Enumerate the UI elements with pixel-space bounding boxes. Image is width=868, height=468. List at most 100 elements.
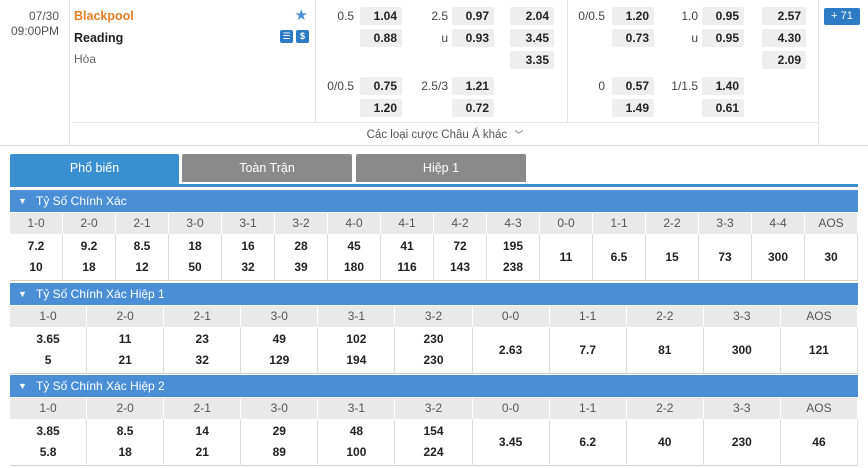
score-odds-cell: 45 180	[328, 234, 381, 281]
away-odds[interactable]: 116	[397, 260, 417, 274]
home-odds[interactable]: 16	[241, 239, 255, 253]
away-odds[interactable]: 18	[118, 445, 132, 459]
draw-score-odds[interactable]: 11	[559, 250, 573, 264]
away-odds[interactable]: 224	[423, 445, 444, 459]
draw-score-odds[interactable]: 3.45	[498, 435, 523, 449]
h1-handicap-alt-away[interactable]: 1.49	[612, 99, 654, 117]
away-odds[interactable]: 18	[82, 260, 96, 274]
ft-ou-over[interactable]: 0.97	[452, 7, 494, 25]
ft-handicap-alt-away[interactable]: 1.20	[360, 99, 402, 117]
away-odds[interactable]: 129	[269, 353, 290, 367]
home-team[interactable]: Blackpool	[74, 9, 134, 23]
ft-1x2-home[interactable]: 2.04	[510, 7, 554, 25]
home-odds[interactable]: 154	[423, 424, 444, 438]
home-odds[interactable]: 18	[188, 239, 202, 253]
h1-1x2-home[interactable]: 2.57	[762, 7, 806, 25]
draw-score-odds[interactable]: 30	[824, 250, 838, 264]
away-odds[interactable]: 238	[502, 260, 524, 274]
away-odds[interactable]: 5.8	[39, 445, 57, 459]
ft-ou-under[interactable]: 0.93	[452, 29, 494, 47]
away-odds[interactable]: 50	[188, 260, 202, 274]
draw-score-odds[interactable]: 7.7	[579, 343, 596, 357]
away-odds[interactable]: 10	[29, 260, 43, 274]
dollar-icon[interactable]: $	[296, 30, 309, 43]
ft-handicap-alt-home[interactable]: 0.75	[360, 77, 402, 95]
section-header[interactable]: ▼ Tỷ Số Chính Xác Hiệp 2	[10, 375, 858, 397]
score-header: 0-0	[473, 306, 550, 327]
away-odds[interactable]: 194	[346, 353, 367, 367]
h1-handicap-home[interactable]: 1.20	[612, 7, 654, 25]
draw-score-odds[interactable]: 230	[731, 435, 752, 449]
ft-handicap-away[interactable]: 0.88	[360, 29, 402, 47]
away-odds[interactable]: 32	[195, 353, 209, 367]
score-odds-cell: 72 143	[434, 234, 487, 281]
home-odds[interactable]: 195	[502, 239, 524, 253]
away-odds[interactable]: 100	[346, 445, 367, 459]
away-odds[interactable]: 143	[449, 260, 471, 274]
draw-score-odds[interactable]: 300	[731, 343, 752, 357]
stream-icon[interactable]: ☰	[280, 30, 293, 43]
home-odds[interactable]: 45	[347, 239, 361, 253]
draw-score-odds[interactable]: 40	[658, 435, 672, 449]
h1-ou-over[interactable]: 0.95	[702, 7, 744, 25]
home-odds[interactable]: 41	[400, 239, 414, 253]
away-odds[interactable]: 39	[294, 260, 308, 274]
ft-handicap-alt-line: 0/0.5	[327, 79, 354, 93]
draw-score-odds[interactable]: 73	[718, 250, 732, 264]
h1-ou-alt-over[interactable]: 1.40	[702, 77, 744, 95]
away-odds[interactable]: 180	[343, 260, 365, 274]
tab-first-half[interactable]: Hiệp 1	[356, 154, 526, 182]
ft-handicap-home[interactable]: 1.04	[360, 7, 402, 25]
ft-ou-alt-over[interactable]: 1.21	[452, 77, 494, 95]
draw-score-odds[interactable]: 6.5	[610, 250, 628, 264]
away-odds[interactable]: 5	[44, 353, 52, 367]
bets-count-badge[interactable]: + 71	[824, 8, 860, 25]
away-team[interactable]: Reading	[74, 31, 124, 45]
h1-ou-under[interactable]: 0.95	[702, 29, 744, 47]
home-odds[interactable]: 3.85	[36, 424, 60, 438]
draw-score-odds[interactable]: 46	[812, 435, 826, 449]
h1-handicap-away[interactable]: 0.73	[612, 29, 654, 47]
draw-score-odds[interactable]: 81	[658, 343, 672, 357]
home-odds[interactable]: 11	[118, 332, 132, 346]
home-odds[interactable]: 8.5	[133, 239, 151, 253]
draw-score-odds[interactable]: 15	[665, 250, 679, 264]
score-odds-cell: 81	[627, 327, 704, 374]
h1-handicap-alt-home[interactable]: 0.57	[612, 77, 654, 95]
home-odds[interactable]: 7.2	[27, 239, 45, 253]
home-odds[interactable]: 23	[195, 332, 209, 346]
away-odds[interactable]: 12	[135, 260, 149, 274]
away-odds[interactable]: 21	[118, 353, 132, 367]
tab-popular[interactable]: Phổ biến	[10, 154, 179, 185]
away-odds[interactable]: 21	[195, 445, 209, 459]
home-odds[interactable]: 9.2	[80, 239, 98, 253]
home-odds[interactable]: 72	[453, 239, 467, 253]
home-odds[interactable]: 28	[294, 239, 308, 253]
tab-full-time[interactable]: Toàn Trận	[182, 154, 352, 182]
more-asian-bets-toggle[interactable]: Các loại cược Châu Á khác ﹀	[72, 122, 818, 146]
home-odds[interactable]: 49	[272, 332, 286, 346]
home-odds[interactable]: 48	[349, 424, 364, 438]
home-odds[interactable]: 230	[423, 332, 444, 346]
ft-1x2-draw[interactable]: 3.35	[510, 51, 554, 69]
draw-score-odds[interactable]: 6.2	[579, 435, 596, 449]
draw-score-odds[interactable]: 300	[767, 250, 789, 264]
ft-ou-alt-under[interactable]: 0.72	[452, 99, 494, 117]
section-header[interactable]: ▼ Tỷ Số Chính Xác Hiệp 1	[10, 283, 858, 305]
h1-1x2-draw[interactable]: 2.09	[762, 51, 806, 69]
star-icon[interactable]: ★	[294, 7, 308, 24]
draw-score-odds[interactable]: 2.63	[498, 343, 523, 357]
away-odds[interactable]: 230	[423, 353, 444, 367]
h1-ou-alt-under[interactable]: 0.61	[702, 99, 744, 117]
h1-1x2-away[interactable]: 4.30	[762, 29, 806, 47]
away-odds[interactable]: 32	[241, 260, 255, 274]
draw-score-odds[interactable]: 121	[808, 343, 829, 357]
ft-1x2-away[interactable]: 3.45	[510, 29, 554, 47]
home-odds[interactable]: 29	[272, 424, 286, 438]
home-odds[interactable]: 14	[195, 424, 209, 438]
home-odds[interactable]: 3.65	[36, 332, 60, 346]
home-odds[interactable]: 8.5	[116, 424, 134, 438]
section-header[interactable]: ▼ Tỷ Số Chính Xác	[10, 190, 858, 212]
home-odds[interactable]: 102	[346, 332, 367, 346]
away-odds[interactable]: 89	[272, 445, 286, 459]
